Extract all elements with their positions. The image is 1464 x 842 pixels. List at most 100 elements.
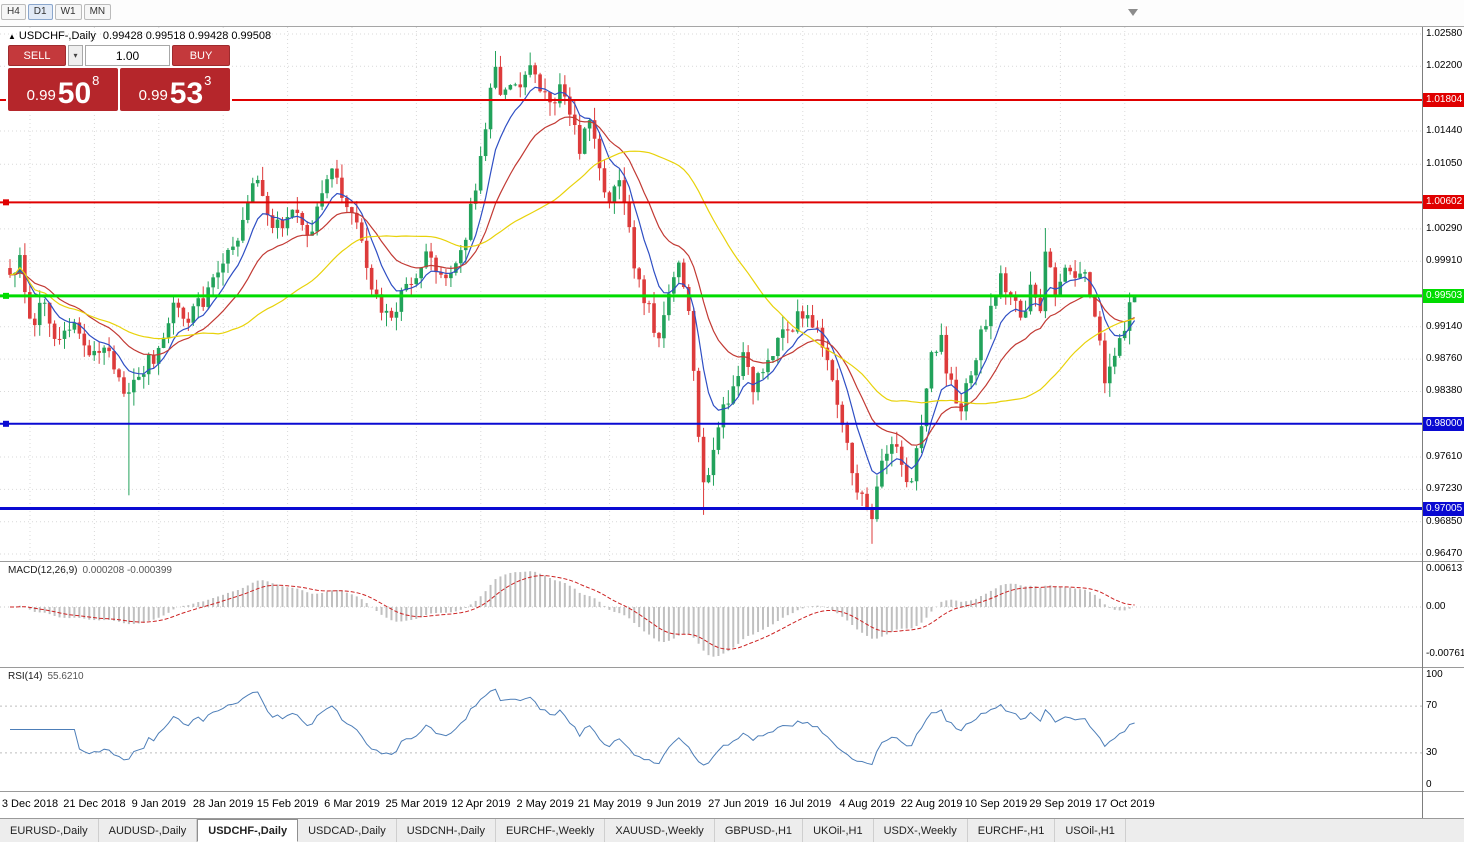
sell-quote-pip: 8	[92, 73, 100, 88]
chart-tab-xauusd-weekly[interactable]: XAUUSD-,Weekly	[605, 819, 715, 842]
price-axis-label: 1.02200	[1426, 60, 1463, 72]
macd-name: MACD(12,26,9)	[8, 565, 78, 576]
buy-quote-big: 53	[169, 76, 204, 110]
chart-tab-bar: EURUSD-,Daily AUDUSD-,Daily USDCHF-,Daily U…	[0, 818, 1464, 842]
hline-0.99503[interactable]	[0, 292, 1422, 299]
price-axis-label: 0.97610	[1426, 451, 1463, 462]
timeframe-button-mn[interactable]: MN	[83, 4, 112, 20]
rsi-label: RSI(14) 55.6210	[8, 671, 84, 682]
date-axis-label: 4 Aug 2019	[839, 798, 896, 810]
volume-dropdown-icon[interactable]: ▾	[68, 45, 83, 66]
rsi-indicator-pane: 100 70 30 0 RSI(14) 55.6210	[0, 668, 1464, 792]
macd-axis-label: 0.00613	[1426, 563, 1463, 575]
price-grid	[0, 27, 1422, 561]
rsi-axis-label: 30	[1426, 746, 1438, 758]
price-axis-label: 0.97230	[1426, 483, 1463, 495]
hline-handle[interactable]	[3, 199, 9, 206]
price-level-badge: 0.98000	[1422, 416, 1464, 431]
rsi-name: RSI(14)	[8, 671, 43, 682]
price-level-badge: 1.00602	[1422, 195, 1464, 210]
ma-medium-red	[9, 116, 1135, 446]
hline-0.98000[interactable]	[0, 420, 1422, 427]
rsi-axis-label: 0	[1426, 779, 1432, 790]
volume-input[interactable]: 1.00	[85, 45, 170, 66]
timeframe-button-w1[interactable]: W1	[54, 4, 82, 20]
timeframe-button-h4[interactable]: H4	[1, 4, 26, 20]
macd-values: 0.000208 -0.000399	[82, 565, 172, 576]
chart-tab-eurchf-h1[interactable]: EURCHF-,H1	[968, 819, 1056, 842]
date-axis-label: 12 Apr 2019	[451, 798, 511, 810]
chart-tab-usdcad-daily[interactable]: USDCAD-,Daily	[298, 819, 397, 842]
macd-plot[interactable]	[0, 562, 1422, 667]
macd-signal-line	[10, 575, 1135, 650]
chart-shift-marker[interactable]	[1128, 9, 1138, 16]
date-axis-label: 21 May 2019	[577, 798, 642, 810]
chart-tab-usdchf-daily[interactable]: USDCHF-,Daily	[197, 819, 299, 842]
date-axis-label: 15 Feb 2019	[256, 798, 319, 810]
date-axis-label: 27 Jun 2019	[708, 798, 769, 810]
price-chart-plot[interactable]	[0, 27, 1422, 561]
hline-1.00602[interactable]	[0, 199, 1422, 206]
buy-button[interactable]: BUY	[172, 45, 230, 66]
price-axis-label: 1.00290	[1426, 222, 1463, 234]
price-axis-label: 0.98380	[1426, 385, 1463, 397]
date-axis-label: 10 Sep 2019	[964, 798, 1028, 810]
sell-quote-prefix: 0.99	[26, 87, 56, 104]
date-axis-label: 21 Dec 2018	[63, 798, 126, 810]
rsi-value: 55.6210	[47, 671, 84, 682]
date-axis-label: 9 Jun 2019	[646, 798, 702, 810]
chart-tab-audusd-daily[interactable]: AUDUSD-,Daily	[99, 819, 198, 842]
macd-axis-label: -0.00761	[1426, 648, 1464, 660]
date-axis-label: 3 Dec 2018	[1, 798, 59, 810]
macd-histogram	[13, 571, 1136, 657]
macd-axis-label: 0.00	[1426, 601, 1446, 612]
sell-quote-big: 50	[57, 76, 92, 110]
hline-handle[interactable]	[3, 420, 9, 427]
rsi-axis: 100 70 30 0	[1422, 668, 1464, 791]
price-level-badge: 0.99503	[1422, 288, 1464, 303]
one-click-trading-panel: SELL ▾ 1.00 BUY 0.99 50 8 0.99 53 3	[6, 43, 232, 113]
buy-quote[interactable]: 0.99 53 3	[120, 68, 230, 111]
chart-tab-eurusd-daily[interactable]: EURUSD-,Daily	[0, 819, 99, 842]
price-axis-label: 0.96850	[1426, 515, 1463, 527]
sell-button[interactable]: SELL	[8, 45, 66, 66]
candles	[8, 50, 1137, 544]
chart-tab-ukoil-h1[interactable]: UKOil-,H1	[803, 819, 874, 842]
rsi-axis-label: 70	[1426, 700, 1438, 712]
chart-tab-eurchf-weekly[interactable]: EURCHF-,Weekly	[496, 819, 606, 842]
timeframe-button-d1[interactable]: D1	[27, 4, 53, 20]
date-axis-label: 17 Oct 2019	[1094, 798, 1155, 810]
date-axis-label: 29 Sep 2019	[1029, 798, 1092, 810]
chart-symbol-period: USDCHF-,Daily	[18, 30, 96, 42]
chart-title: ▲ USDCHF-,Daily 0.99428 0.99518 0.99428 0.…	[8, 30, 271, 42]
price-chart-pane: 1.02580 1.02200 1.01440 1.01050 1.00290 0.999…	[0, 27, 1464, 562]
ma-slow-yellow	[9, 150, 1135, 405]
date-axis-label: 16 Jul 2019	[774, 798, 832, 810]
price-axis-label: 0.96470	[1426, 548, 1463, 560]
chart-tab-usdx-weekly[interactable]: USDX-,Weekly	[874, 819, 968, 842]
price-level-badge: 0.97005	[1422, 501, 1464, 516]
macd-indicator-pane: 0.00613 0.00 -0.00761 MACD(12,26,9) 0.00020…	[0, 562, 1464, 668]
price-axis-label: 1.01440	[1426, 124, 1463, 136]
buy-quote-pip: 3	[204, 73, 212, 88]
chart-tab-usdcnh-daily[interactable]: USDCNH-,Daily	[397, 819, 496, 842]
rsi-plot[interactable]	[0, 668, 1422, 791]
price-axis-separator	[1422, 27, 1423, 818]
hline-handle[interactable]	[3, 292, 9, 299]
chart-tab-gbpusd-h1[interactable]: GBPUSD-,H1	[715, 819, 804, 842]
rsi-axis-label: 100	[1426, 669, 1443, 680]
date-axis-label: 2 May 2019	[516, 798, 574, 810]
date-axis-label: 9 Jan 2019	[131, 798, 187, 810]
price-axis-label: 0.99140	[1426, 320, 1463, 332]
date-axis-label: 6 Mar 2019	[324, 798, 380, 810]
rsi-line	[10, 688, 1135, 766]
chart-tab-usoil-h1[interactable]: USOil-,H1	[1055, 819, 1126, 842]
date-axis-label: 22 Aug 2019	[900, 798, 963, 810]
symbol-collapse-icon[interactable]: ▲	[8, 32, 16, 41]
macd-label: MACD(12,26,9) 0.000208 -0.000399	[8, 565, 172, 576]
buy-quote-prefix: 0.99	[138, 87, 168, 104]
chart-ohlc-values: 0.99428 0.99518 0.99428 0.99508	[102, 30, 272, 42]
date-axis-label: 25 Mar 2019	[385, 798, 448, 810]
sell-quote[interactable]: 0.99 50 8	[8, 68, 118, 111]
date-axis-label: 28 Jan 2019	[192, 798, 254, 810]
